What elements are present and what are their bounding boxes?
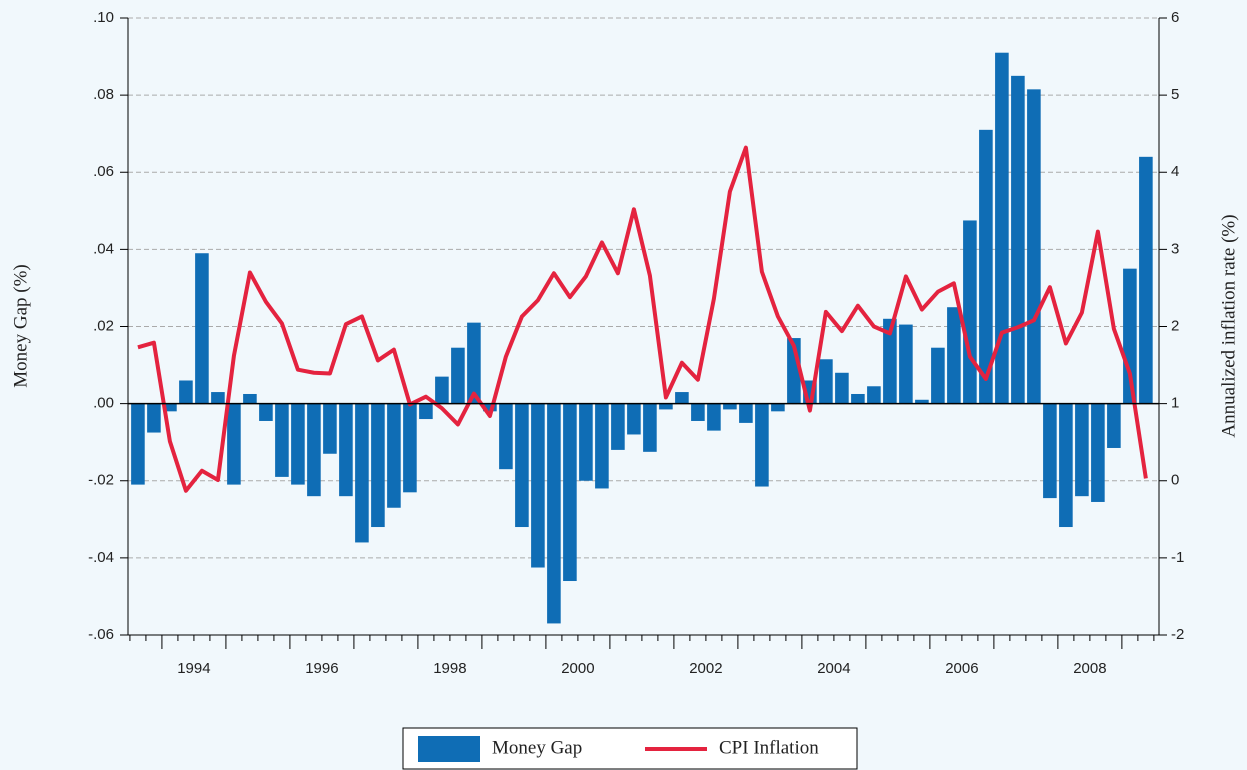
bar — [1139, 156, 1153, 404]
x-tick-label: 2004 — [817, 660, 850, 677]
bar — [1059, 403, 1073, 528]
bar — [275, 403, 289, 477]
line — [137, 145, 1148, 493]
bar — [659, 403, 673, 410]
bar — [755, 403, 769, 487]
bar — [627, 403, 641, 435]
bar — [1075, 403, 1089, 497]
y-tick-label: .04 — [93, 240, 114, 257]
bar — [515, 403, 529, 528]
bar — [675, 392, 689, 404]
bar — [579, 403, 593, 481]
y2-tick-label: 0 — [1171, 472, 1179, 489]
bar — [403, 403, 417, 493]
legend-label: Money Gap — [492, 737, 582, 758]
bar — [963, 220, 977, 404]
bar — [883, 318, 897, 404]
x-tick-label: 2000 — [561, 660, 594, 677]
y2-tick-label: -1 — [1171, 549, 1184, 566]
bar — [1011, 75, 1025, 404]
bar — [931, 347, 945, 404]
x-tick-label: 1996 — [305, 660, 338, 677]
bar — [643, 403, 657, 452]
bar — [131, 403, 145, 485]
bar — [1043, 403, 1057, 499]
bar — [771, 403, 785, 412]
x-tick-label: 2002 — [689, 660, 722, 677]
bar — [483, 403, 497, 412]
bar — [707, 403, 721, 431]
y2-tick-label: 2 — [1171, 317, 1179, 334]
bar — [211, 392, 225, 404]
x-tick-label: 2008 — [1073, 660, 1106, 677]
bar — [371, 403, 385, 528]
bar — [1107, 403, 1121, 448]
bar — [835, 372, 849, 404]
bar — [435, 376, 449, 404]
bar — [323, 403, 337, 454]
bar — [163, 403, 177, 412]
bar — [995, 52, 1009, 404]
y2-axis-label: Annualized inflation rate (%) — [1218, 214, 1239, 437]
bar — [723, 403, 737, 410]
bar — [947, 307, 961, 404]
legend-swatch — [418, 736, 480, 762]
bar — [243, 393, 257, 404]
bar — [259, 403, 273, 421]
bar — [147, 403, 161, 433]
bar — [179, 380, 193, 404]
bar — [499, 403, 513, 470]
y2-tick-label: 5 — [1171, 86, 1179, 103]
bar — [195, 253, 209, 404]
bar — [531, 403, 545, 568]
bar — [611, 403, 625, 450]
bar — [851, 393, 865, 404]
y-axis-label: Money Gap (%) — [10, 264, 31, 387]
y-tick-label: .10 — [93, 9, 114, 26]
bar — [387, 403, 401, 508]
bar — [547, 403, 561, 624]
bar — [563, 403, 577, 582]
y-tick-label: .02 — [93, 317, 114, 334]
bar — [227, 403, 241, 485]
y-tick-label: .06 — [93, 163, 114, 180]
bar — [339, 403, 353, 497]
x-tick-label: 1994 — [177, 660, 210, 677]
bar — [979, 129, 993, 404]
y-tick-label: .08 — [93, 86, 114, 103]
x-tick-label: 1998 — [433, 660, 466, 677]
y2-tick-label: 3 — [1171, 240, 1179, 257]
bar — [291, 403, 305, 485]
y-tick-label: -.06 — [88, 626, 114, 643]
bar — [899, 324, 913, 404]
bar — [1027, 89, 1041, 404]
bar — [1091, 403, 1105, 502]
bar — [419, 403, 433, 420]
y-tick-label: .00 — [93, 395, 114, 412]
y-tick-label: -.02 — [88, 472, 114, 489]
bar — [451, 347, 465, 404]
y2-tick-label: 6 — [1171, 9, 1179, 26]
legend-label: CPI Inflation — [719, 737, 819, 758]
bar — [867, 386, 881, 404]
y-tick-label: -.04 — [88, 549, 114, 566]
bar — [691, 403, 705, 421]
bar — [467, 322, 481, 404]
y2-tick-label: 1 — [1171, 395, 1179, 412]
bar — [355, 403, 369, 543]
bar — [819, 359, 833, 404]
bar — [307, 403, 321, 497]
bar — [595, 403, 609, 489]
x-tick-label: 2006 — [945, 660, 978, 677]
y2-tick-label: -2 — [1171, 626, 1184, 643]
bar — [739, 403, 753, 423]
bar — [915, 399, 929, 404]
y2-tick-label: 4 — [1171, 163, 1179, 180]
